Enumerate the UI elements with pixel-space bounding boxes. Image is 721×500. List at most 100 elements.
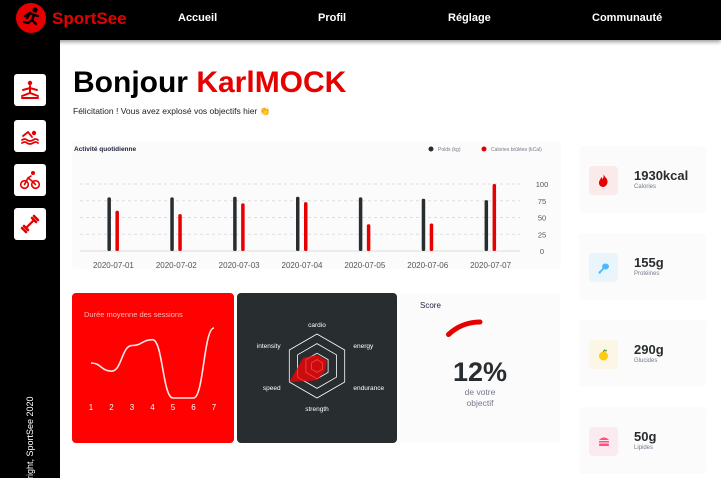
activity-x-tick: 2020-07-02 (156, 261, 197, 269)
calories-bar (304, 202, 308, 251)
cycling-icon (19, 171, 41, 190)
sessions-day-label: 1 (89, 403, 94, 412)
activity-gridlines (80, 183, 520, 252)
congratulation-message: Félicitation ! Vous avez explosé vos obj… (73, 106, 271, 116)
swimming-icon (21, 130, 39, 145)
performance-radar-svg: cardio energy endurance strength speed intens… (257, 322, 385, 413)
radar-axis-label: energy (353, 343, 374, 350)
nav-accueil[interactable]: Accueil (178, 12, 218, 24)
score-arc (446, 319, 483, 337)
sessions-day-label: 6 (191, 403, 196, 412)
carbs-value: 290g (634, 342, 664, 357)
activity-y-axis-labels: 0 25 50 75 100 (536, 180, 549, 256)
legend-calories-dot (481, 146, 487, 152)
radar-axis-label: speed (263, 385, 281, 392)
radar-labels: cardio energy endurance strength speed intens… (257, 322, 385, 413)
yoga-icon (21, 80, 39, 99)
sessions-title: Durée moyenne des sessions (84, 310, 183, 319)
activity-x-tick: 2020-07-06 (407, 261, 448, 269)
activity-x-tick: 2020-07-07 (470, 261, 511, 269)
legend-weight-label: Poids (kg) (438, 147, 461, 153)
score-title: Score (420, 301, 441, 310)
swimming-button[interactable] (14, 120, 46, 152)
user-name: KarlMOCK (196, 66, 347, 99)
radar-axis-label: intensity (257, 343, 282, 350)
activity-y-tick: 25 (538, 230, 546, 239)
nav-reglage[interactable]: Réglage (448, 12, 491, 24)
lipids-value: 50g (634, 429, 657, 444)
apple-icon (589, 340, 618, 369)
legend-weight-dot (428, 146, 434, 152)
sessions-day-label: 4 (150, 403, 155, 412)
page-title: Bonjour KarlMOCK (73, 66, 346, 100)
score-caption-1: de votre (465, 387, 496, 397)
calories-bar (492, 184, 497, 251)
runner-icon (22, 7, 40, 26)
chicken-icon (589, 253, 618, 282)
average-sessions-svg: Durée moyenne des sessions 1 2 3 4 5 6 7 (84, 310, 217, 412)
yoga-button[interactable] (14, 74, 46, 106)
proteins-card: 155g Protéines (579, 233, 706, 300)
daily-activity-chart: Activité quotidienne Poids (kg) Calories… (72, 141, 561, 270)
copyright-text: Copyright, SportSee 2020 (25, 396, 35, 500)
radar-area (289, 354, 327, 382)
sessions-day-label: 2 (109, 403, 114, 412)
calories-card: 1930kcal Calories (579, 146, 706, 213)
cycling-button[interactable] (14, 164, 46, 196)
daily-activity-svg: Activité quotidienne Poids (kg) Calories… (74, 146, 549, 270)
activity-x-tick: 2020-07-04 (282, 261, 323, 269)
carbs-label: Glucides (634, 358, 658, 364)
calories-bar (429, 223, 434, 251)
weights-button[interactable] (14, 208, 46, 240)
calories-bar (366, 224, 371, 251)
activity-y-tick: 100 (536, 180, 549, 189)
radar-axis-label: cardio (308, 322, 326, 329)
activity-title: Activité quotidienne (74, 146, 137, 153)
weight-bar (296, 196, 300, 251)
weight-bar (358, 197, 363, 251)
radar-axis-label: endurance (353, 385, 384, 392)
score-value: 12% (453, 357, 507, 387)
nav-profil[interactable]: Profil (318, 12, 347, 24)
activity-x-tick: 2020-07-03 (219, 261, 260, 269)
sessions-day-label: 5 (171, 403, 176, 412)
weight-bar (170, 197, 174, 251)
sessions-day-label: 3 (130, 403, 135, 412)
legend-calories-label: Calories brûlées (kCal) (491, 147, 542, 153)
burger-icon (589, 427, 618, 456)
activity-x-axis-labels: 2020-07-01 2020-07-02 2020-07-03 2020-07-04… (93, 261, 512, 270)
proteins-label: Protéines (634, 271, 660, 277)
weight-bar (233, 196, 237, 251)
calories-bar (178, 214, 182, 251)
radar-grid-ring (297, 343, 337, 389)
score-caption-2: objectif (467, 398, 495, 408)
weight-bar (421, 198, 426, 251)
carbs-card: 290g Glucides (579, 320, 706, 387)
sessions-line (90, 327, 215, 399)
activity-y-tick: 0 (540, 247, 544, 256)
activity-bars (107, 184, 497, 251)
calories-label: Calories (634, 184, 657, 190)
top-navigation-bar: SportSee Accueil Profil Réglage Communau… (0, 0, 721, 40)
brand-name: SportSee (52, 9, 127, 28)
sportsee-logo[interactable] (16, 3, 46, 33)
radar-axis-label: strength (305, 406, 329, 413)
score-chart: Score 12% de votre objectif (400, 293, 560, 443)
calories-bar (115, 210, 119, 251)
sessions-day-label: 7 (212, 403, 217, 412)
activity-y-tick: 75 (538, 197, 546, 206)
weight-bar (107, 197, 111, 251)
lipids-card: 50g Lipides (579, 407, 706, 474)
calories-bar (241, 203, 245, 251)
dumbbell-icon (20, 214, 40, 234)
calories-value: 1930kcal (634, 168, 689, 183)
score-svg: Score 12% de votre objectif (420, 301, 507, 408)
flame-icon (589, 166, 618, 195)
activity-y-tick: 50 (538, 214, 546, 223)
lipids-label: Lipides (634, 445, 654, 451)
nav-communaute[interactable]: Communauté (592, 12, 663, 24)
radar-grid-ring (288, 333, 346, 399)
activity-x-tick: 2020-07-01 (93, 261, 134, 269)
performance-radar-chart: cardio energy endurance strength speed intens… (237, 293, 397, 443)
left-sidebar: Copyright, SportSee 2020 (0, 40, 60, 500)
